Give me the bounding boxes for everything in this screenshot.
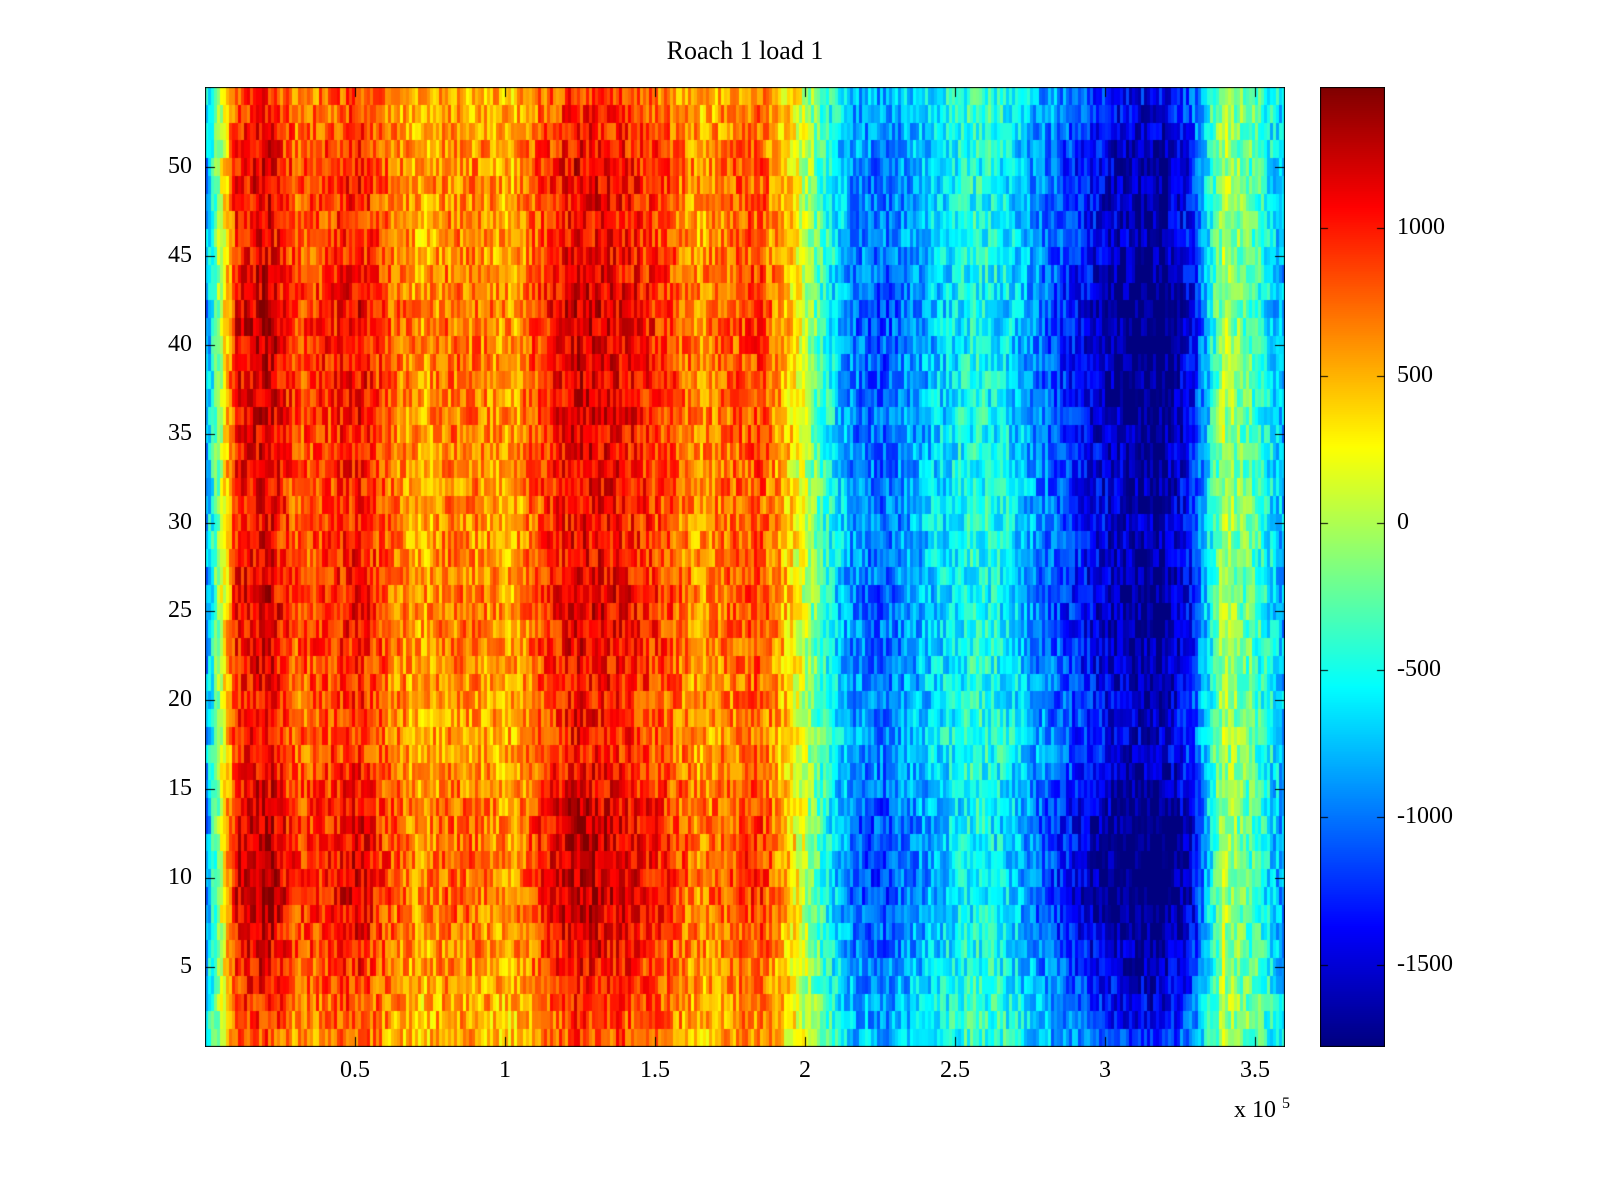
chart-title: Roach 1 load 1 <box>666 36 824 65</box>
x-tick-label: 2.5 <box>940 1057 970 1083</box>
x-axis-multiplier-label: x 10 5 <box>1180 1095 1290 1124</box>
y-tick-label: 10 <box>168 864 192 891</box>
x-tick-label: 0.5 <box>340 1057 370 1083</box>
y-tick-label: 45 <box>168 241 192 268</box>
colorbar-tick-label: -500 <box>1397 656 1441 683</box>
x-tick-label: 3.5 <box>1240 1057 1270 1083</box>
multiplier-base: x 10 <box>1234 1097 1276 1123</box>
y-tick-label: 25 <box>168 597 192 624</box>
y-tick-label: 30 <box>168 508 192 535</box>
colorbar-tick-label: 0 <box>1397 508 1409 535</box>
y-tick-label: 40 <box>168 330 192 357</box>
colorbar-canvas <box>1320 87 1385 1047</box>
y-tick-label: 20 <box>168 686 192 713</box>
multiplier-exponent: 5 <box>1282 1095 1290 1112</box>
y-tick-label: 35 <box>168 419 192 446</box>
x-tick-label: 2 <box>799 1057 811 1083</box>
x-tick-label: 1 <box>499 1057 511 1083</box>
y-tick-label: 15 <box>168 775 192 802</box>
x-tick-label: 1.5 <box>640 1057 670 1083</box>
heatmap-canvas <box>205 87 1285 1047</box>
y-tick-label: 5 <box>180 953 192 979</box>
colorbar-tick-label: -1000 <box>1397 803 1453 830</box>
colorbar-tick-label: -1500 <box>1397 950 1453 977</box>
colorbar-tick-label: 1000 <box>1397 214 1445 241</box>
y-tick-label: 50 <box>168 153 192 179</box>
colorbar-tick-label: 500 <box>1397 361 1433 388</box>
x-tick-label: 3 <box>1099 1057 1111 1083</box>
